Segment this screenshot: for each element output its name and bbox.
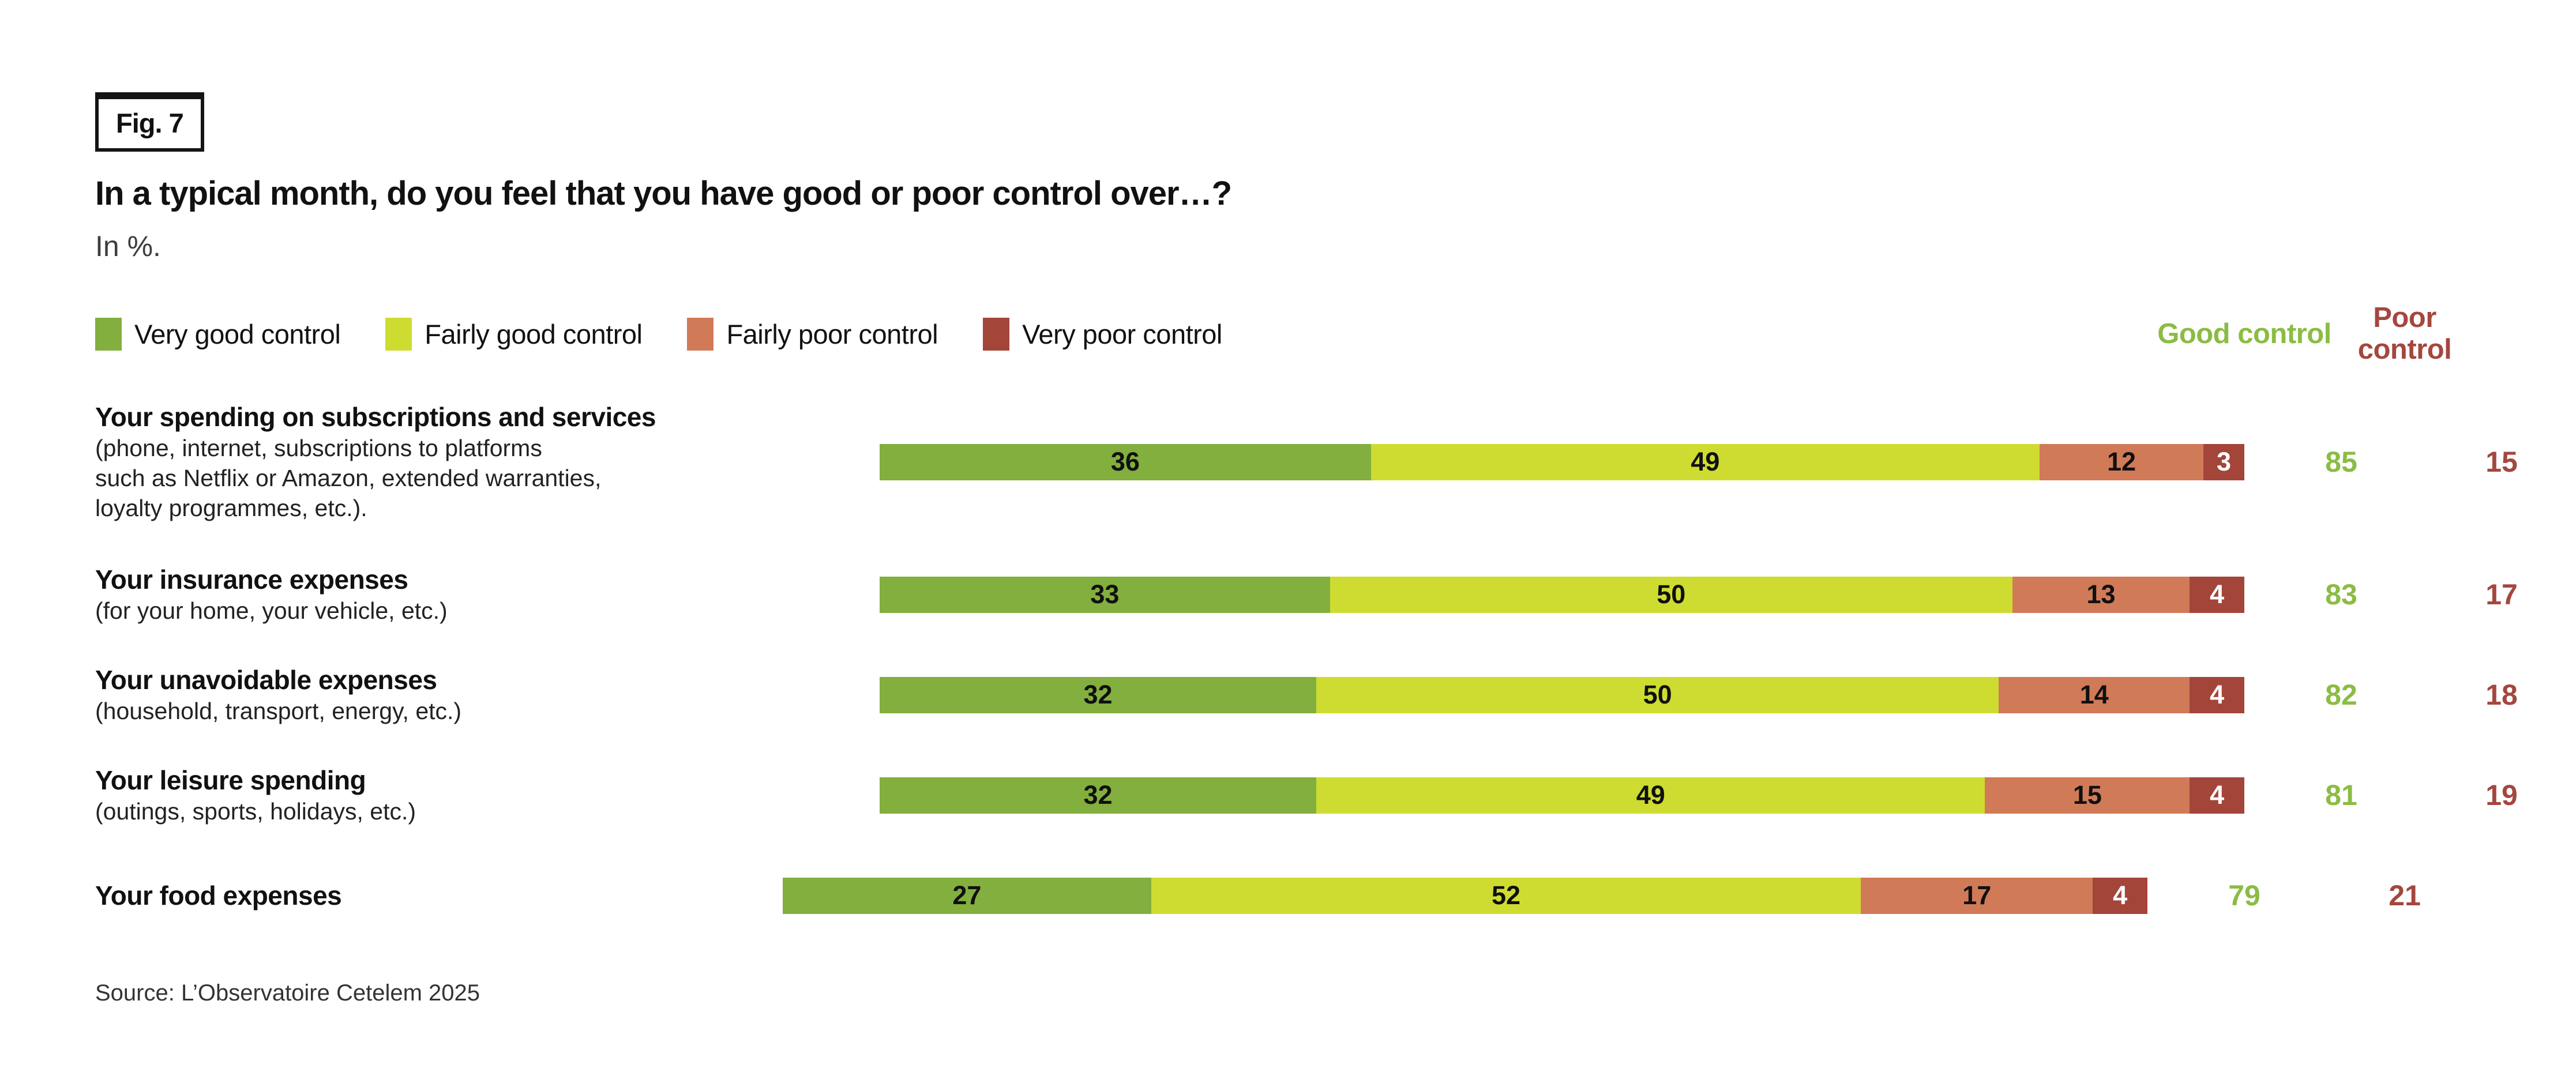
category-sublabel: (for your home, your vehicle, etc.)	[95, 597, 448, 624]
legend-swatch-fairly-good	[385, 317, 412, 351]
bar-segment-fairly-good: 50	[1316, 676, 1999, 713]
bar-segment-very-poor: 4	[2190, 576, 2244, 613]
legend-item: Very good control	[95, 317, 341, 351]
stacked-bar: 32 49 15 4	[880, 777, 2244, 814]
bar-segment-fairly-poor: 13	[2012, 576, 2190, 613]
good-control-value: 79	[2228, 879, 2260, 912]
stacked-bar: 27 52 17 4	[783, 877, 2147, 914]
legend-item: Fairly poor control	[687, 317, 938, 351]
category-label-block: Your insurance expenses (for your home, …	[95, 563, 880, 626]
poor-control-value: 17	[2485, 578, 2518, 611]
bar-segment-fairly-poor: 12	[2040, 443, 2203, 480]
stacked-bar: 36 49 12 3	[880, 443, 2244, 480]
legend-swatch-very-poor	[983, 317, 1010, 351]
chart-title: In a typical month, do you feel that you…	[95, 175, 1232, 212]
legend-label: Very good control	[134, 318, 341, 349]
poor-control-value: 21	[2389, 879, 2421, 912]
legend-swatch-fairly-poor	[687, 317, 714, 351]
bar-segment-very-poor: 4	[2190, 676, 2244, 713]
legend-label: Very poor control	[1022, 318, 1222, 349]
legend-label: Fairly good control	[425, 318, 643, 349]
bar-segment-fairly-good: 49	[1316, 777, 1985, 814]
bar-segment-fairly-poor: 14	[1999, 676, 2190, 713]
stacked-bar: 32 50 14 4	[880, 676, 2244, 713]
bar-segment-very-good: 36	[880, 443, 1371, 480]
good-control-value: 83	[2325, 578, 2357, 611]
bar-segment-fairly-poor: 17	[1861, 877, 2093, 914]
category-label: Your leisure spending	[95, 765, 366, 795]
good-control-value: 81	[2325, 779, 2357, 811]
bar-segment-fairly-poor: 15	[1985, 777, 2190, 814]
category-row: Your spending on subscriptions and servi…	[95, 387, 2518, 537]
chart-unit-label: In %.	[95, 230, 161, 262]
bar-segment-very-good: 32	[880, 676, 1317, 713]
poor-control-header: Poor control	[2357, 302, 2452, 365]
bar-segment-very-good: 33	[880, 576, 1330, 613]
category-label: Your food expenses	[95, 880, 342, 911]
good-control-header: Good control	[2157, 318, 2331, 349]
poor-control-value: 18	[2485, 679, 2518, 711]
good-control-value: 85	[2325, 446, 2357, 478]
legend-and-summary-header: Very good control Fairly good control Fa…	[95, 300, 2481, 368]
bar-segment-very-good: 32	[880, 777, 1317, 814]
legend-swatch-very-good	[95, 317, 122, 351]
category-label-block: Your unavoidable expenses (household, tr…	[95, 664, 880, 726]
category-row: Your leisure spending (outings, sports, …	[95, 745, 2518, 845]
category-row: Your food expenses 27 52 17 4 79 21	[95, 845, 2481, 946]
source-note: Source: L’Observatoire Cetelem 2025	[95, 980, 480, 1006]
bar-segment-fairly-good: 49	[1370, 443, 2040, 480]
legend-item: Very poor control	[983, 317, 1222, 351]
stacked-bar: 33 50 13 4	[880, 576, 2244, 613]
category-label: Your unavoidable expenses	[95, 664, 437, 695]
bar-segment-fairly-good: 52	[1151, 877, 1861, 914]
bar-segment-very-poor: 3	[2203, 443, 2244, 480]
category-label-block: Your food expenses	[95, 879, 783, 912]
good-control-value: 82	[2325, 679, 2357, 711]
category-label-block: Your spending on subscriptions and servi…	[95, 401, 880, 523]
category-label-block: Your leisure spending (outings, sports, …	[95, 764, 880, 826]
figure-tag: Fig. 7	[95, 92, 204, 152]
legend-label: Fairly poor control	[726, 318, 938, 349]
legend-item: Fairly good control	[385, 317, 643, 351]
chart-rows: Your spending on subscriptions and servi…	[95, 387, 2518, 946]
category-row: Your unavoidable expenses (household, tr…	[95, 645, 2518, 745]
category-sublabel: (phone, internet, subscriptions to platf…	[95, 434, 602, 522]
poor-control-value: 19	[2485, 779, 2518, 811]
category-label: Your insurance expenses	[95, 564, 408, 595]
category-label: Your spending on subscriptions and servi…	[95, 401, 656, 432]
bar-segment-very-poor: 4	[2190, 777, 2244, 814]
bar-segment-very-poor: 4	[2093, 877, 2147, 914]
category-sublabel: (outings, sports, holidays, etc.)	[95, 798, 416, 825]
poor-control-value: 15	[2485, 446, 2518, 478]
bar-segment-fairly-good: 50	[1330, 576, 2012, 613]
category-sublabel: (household, transport, energy, etc.)	[95, 698, 462, 725]
bar-segment-very-good: 27	[783, 877, 1151, 914]
legend: Very good control Fairly good control Fa…	[95, 317, 2147, 351]
category-row: Your insurance expenses (for your home, …	[95, 544, 2518, 645]
